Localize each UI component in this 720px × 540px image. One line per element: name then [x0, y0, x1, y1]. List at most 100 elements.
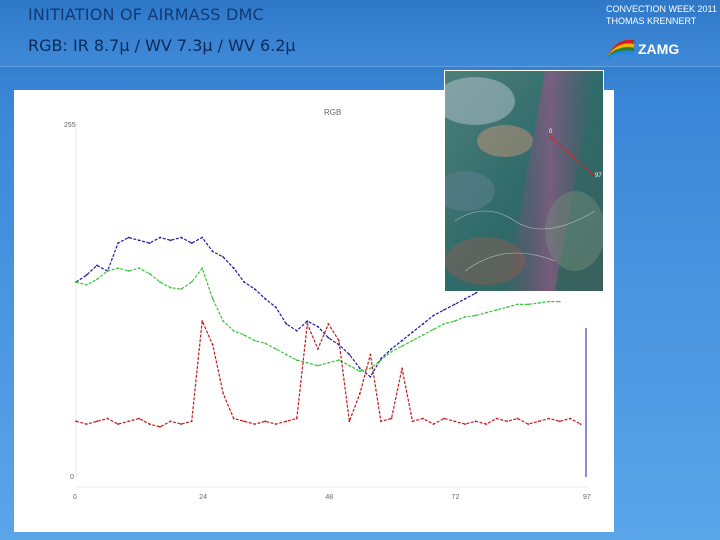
red-data-point — [75, 420, 77, 423]
red-data-point — [527, 423, 530, 425]
red-data-point — [464, 423, 466, 425]
green-data-point — [211, 297, 214, 300]
blue-data-point — [464, 297, 466, 300]
blue-data-point — [190, 242, 193, 245]
red-data-point — [411, 420, 414, 423]
red-data-point — [169, 420, 172, 423]
green-data-point — [169, 286, 172, 289]
green-data-point — [75, 281, 77, 283]
blue-data-point — [285, 323, 288, 325]
zamg-logo-text: ZAMG — [638, 41, 679, 57]
red-data-point — [190, 420, 193, 423]
profile-start-label: 0 — [549, 129, 553, 135]
red-data-point — [274, 423, 277, 425]
red-data-point — [148, 423, 151, 425]
green-data-point — [127, 270, 130, 272]
blue-data-point — [327, 336, 330, 339]
red-data-point — [558, 420, 561, 423]
red-data-point — [495, 417, 498, 420]
blue-data-point — [401, 339, 403, 342]
y-axis-bottom-label: 0 — [70, 474, 74, 481]
red-data-point — [327, 323, 330, 325]
red-data-point — [443, 417, 445, 420]
blue-data-point — [232, 267, 235, 270]
blue-data-point — [274, 306, 277, 309]
blue-data-point — [317, 325, 319, 328]
green-data-point — [117, 267, 119, 270]
green-data-point — [232, 329, 235, 332]
green-data-point — [327, 361, 330, 364]
red-data-point — [401, 367, 403, 370]
zamg-logo: ZAMG — [606, 39, 679, 60]
green-data-point — [253, 339, 256, 342]
red-data-point — [516, 417, 519, 420]
red-data-point — [264, 420, 267, 423]
blue-data-point — [211, 250, 214, 253]
x-tick-label: 0 — [73, 494, 77, 501]
green-data-point — [516, 303, 519, 306]
green-data-point — [369, 367, 372, 370]
green-data-point — [443, 323, 445, 325]
red-data-point — [432, 423, 435, 425]
blue-data-point — [243, 281, 246, 283]
green-data-point — [190, 281, 193, 283]
blue-data-point — [117, 242, 119, 245]
red-data-point — [317, 348, 319, 350]
green-data-point — [85, 284, 88, 286]
blue-data-point — [369, 375, 372, 378]
profile-end-label: 97 — [595, 173, 602, 179]
header-band — [0, 0, 720, 66]
red-data-point — [201, 320, 204, 322]
blue-data-point — [443, 309, 445, 311]
author-label: THOMAS KRENNERT — [606, 16, 697, 26]
blue-data-point — [422, 323, 424, 325]
red-data-point — [180, 423, 183, 425]
red-data-point — [390, 417, 393, 420]
green-data-point — [453, 320, 456, 322]
red-data-point — [359, 392, 361, 395]
green-data-point — [222, 320, 225, 322]
blue-data-point — [253, 288, 256, 290]
red-data-point — [253, 423, 256, 425]
red-data-point — [306, 323, 309, 325]
green-data-point — [527, 303, 530, 306]
red-data-point — [548, 417, 551, 420]
blue-data-point — [222, 256, 225, 258]
green-data-point — [401, 345, 403, 347]
green-data-point — [464, 316, 466, 318]
x-tick-layer: 0 24 48 72 97 — [73, 494, 591, 501]
header-divider — [0, 66, 720, 67]
red-data-point — [579, 423, 582, 425]
green-data-point — [338, 359, 340, 361]
red-data-point — [348, 420, 351, 423]
green-data-point — [359, 370, 361, 373]
green-data-point — [274, 348, 277, 350]
red-data-point — [485, 423, 487, 425]
green-series-line — [75, 266, 560, 372]
slide-subtitle: RGB: IR 8.7μ / WV 7.3μ / WV 6.2μ — [28, 36, 296, 55]
green-data-point — [285, 353, 288, 356]
green-data-point — [96, 278, 98, 281]
green-data-point — [148, 272, 151, 275]
green-data-point — [422, 334, 424, 336]
x-tick-label: 48 — [325, 494, 333, 501]
blue-data-point — [138, 239, 140, 242]
blue-data-point — [432, 314, 435, 317]
blue-data-point — [295, 329, 298, 332]
red-data-point — [159, 426, 162, 428]
red-data-point — [85, 423, 88, 425]
blue-data-point — [306, 320, 309, 322]
green-data-point — [537, 302, 540, 304]
blue-data-point — [359, 367, 361, 370]
red-data-point — [295, 417, 298, 420]
green-data-point — [348, 364, 351, 367]
green-data-point — [495, 309, 498, 311]
x-tick-label: 97 — [583, 494, 591, 501]
blue-data-point — [411, 331, 414, 334]
rgb-profile-chart: RGB 255 0 0 24 48 72 97 — [64, 108, 591, 501]
red-data-point — [96, 420, 98, 423]
blue-data-point — [180, 236, 183, 239]
blue-data-point — [169, 239, 172, 242]
blue-data-point — [201, 236, 204, 239]
red-data-point — [232, 417, 235, 420]
